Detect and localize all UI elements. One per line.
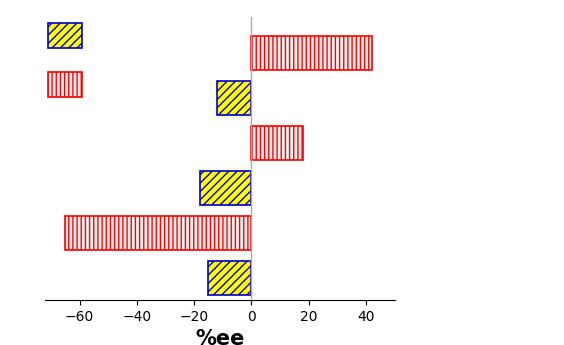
Bar xyxy=(65,216,252,250)
Bar xyxy=(252,126,303,160)
Bar xyxy=(217,81,252,115)
Bar xyxy=(200,171,252,205)
FancyBboxPatch shape xyxy=(48,72,82,97)
X-axis label: %ee: %ee xyxy=(195,329,245,345)
Bar xyxy=(209,261,252,295)
Bar xyxy=(252,36,372,70)
FancyBboxPatch shape xyxy=(48,23,82,48)
